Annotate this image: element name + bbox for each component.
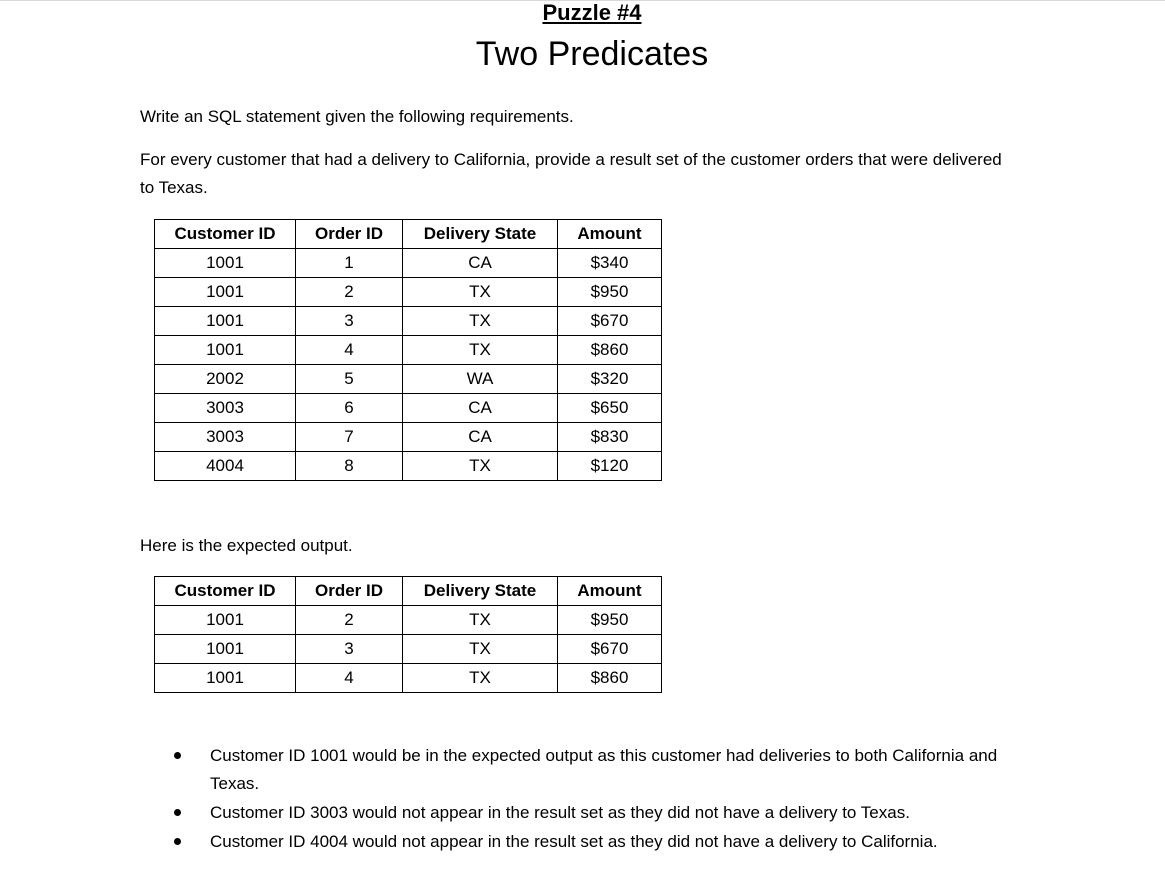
- table-cell: 3: [295, 634, 403, 664]
- intro-requirement: For every customer that had a delivery t…: [140, 150, 1002, 197]
- table-row: 1001 2 TX $950: [154, 277, 662, 307]
- table-cell: 2: [295, 277, 403, 307]
- table-row: 3003 7 CA $830: [154, 422, 662, 452]
- table-cell: TX: [402, 605, 558, 635]
- table-row: 1001 3 TX $670: [154, 306, 662, 336]
- list-item: Customer ID 1001 would be in the expecte…: [170, 742, 1050, 798]
- table-cell: $650: [557, 393, 662, 423]
- expected-output-label: Here is the expected output.: [140, 536, 353, 555]
- column-header: Delivery State: [402, 219, 558, 249]
- note-text: Customer ID 4004 would not appear in the…: [210, 832, 938, 851]
- table-cell: WA: [402, 364, 558, 394]
- source-table: Customer ID Order ID Delivery State Amou…: [154, 219, 662, 481]
- table-cell: 3003: [154, 393, 296, 423]
- column-header: Customer ID: [154, 576, 296, 606]
- table-cell: 4: [295, 663, 403, 693]
- column-header: Order ID: [295, 219, 403, 249]
- table-cell: $860: [557, 335, 662, 365]
- table-cell: 7: [295, 422, 403, 452]
- puzzle-label: Puzzle #4: [542, 0, 642, 25]
- table-cell: 4: [295, 335, 403, 365]
- table-cell: TX: [402, 663, 558, 693]
- table-cell: TX: [402, 277, 558, 307]
- table-cell: 1001: [154, 663, 296, 693]
- table-cell: $320: [557, 364, 662, 394]
- bullet-icon: [174, 809, 181, 816]
- table-cell: CA: [402, 393, 558, 423]
- intro-instruction: Write an SQL statement given the followi…: [140, 107, 574, 126]
- table-row: 1001 4 TX $860: [154, 663, 662, 693]
- column-header: Delivery State: [402, 576, 558, 606]
- bullet-icon: [174, 838, 181, 845]
- table-cell: 1: [295, 248, 403, 278]
- table-cell: 1001: [154, 335, 296, 365]
- note-text: Customer ID 3003 would not appear in the…: [210, 803, 910, 822]
- column-header: Amount: [557, 576, 662, 606]
- table-cell: $340: [557, 248, 662, 278]
- table-row: 1001 3 TX $670: [154, 634, 662, 664]
- list-item: Customer ID 3003 would not appear in the…: [170, 799, 1050, 827]
- table-cell: 1001: [154, 605, 296, 635]
- table-cell: TX: [402, 335, 558, 365]
- table-cell: 8: [295, 451, 403, 481]
- table-row: 2002 5 WA $320: [154, 364, 662, 394]
- column-header: Customer ID: [154, 219, 296, 249]
- table-cell: $670: [557, 306, 662, 336]
- table-cell: CA: [402, 248, 558, 278]
- table-cell: 4004: [154, 451, 296, 481]
- table-cell: 1001: [154, 248, 296, 278]
- table-cell: $950: [557, 277, 662, 307]
- table-cell: $120: [557, 451, 662, 481]
- table-cell: TX: [402, 634, 558, 664]
- notes-list: Customer ID 1001 would be in the expecte…: [170, 742, 1050, 857]
- table-cell: 3: [295, 306, 403, 336]
- table-cell: 6: [295, 393, 403, 423]
- table-header-row: Customer ID Order ID Delivery State Amou…: [154, 219, 662, 249]
- table-cell: $860: [557, 663, 662, 693]
- table-row: 1001 1 CA $340: [154, 248, 662, 278]
- table-cell: 1001: [154, 634, 296, 664]
- table-cell: $830: [557, 422, 662, 452]
- list-item: Customer ID 4004 would not appear in the…: [170, 828, 1050, 856]
- top-rule: [0, 0, 1165, 1]
- table-cell: CA: [402, 422, 558, 452]
- table-cell: $670: [557, 634, 662, 664]
- table-cell: 2002: [154, 364, 296, 394]
- column-header: Amount: [557, 219, 662, 249]
- column-header: Order ID: [295, 576, 403, 606]
- table-header-row: Customer ID Order ID Delivery State Amou…: [154, 576, 662, 606]
- bullet-icon: [174, 752, 181, 759]
- page-title: Two Predicates: [475, 35, 709, 73]
- table-cell: 5: [295, 364, 403, 394]
- table-cell: TX: [402, 451, 558, 481]
- table-cell: 2: [295, 605, 403, 635]
- table-row: 3003 6 CA $650: [154, 393, 662, 423]
- table-cell: 3003: [154, 422, 296, 452]
- table-cell: TX: [402, 306, 558, 336]
- table-row: 1001 4 TX $860: [154, 335, 662, 365]
- note-text: Customer ID 1001 would be in the expecte…: [210, 746, 998, 793]
- table-cell: 1001: [154, 277, 296, 307]
- table-cell: $950: [557, 605, 662, 635]
- table-row: 1001 2 TX $950: [154, 605, 662, 635]
- table-cell: 1001: [154, 306, 296, 336]
- table-row: 4004 8 TX $120: [154, 451, 662, 481]
- expected-output-table: Customer ID Order ID Delivery State Amou…: [154, 576, 662, 693]
